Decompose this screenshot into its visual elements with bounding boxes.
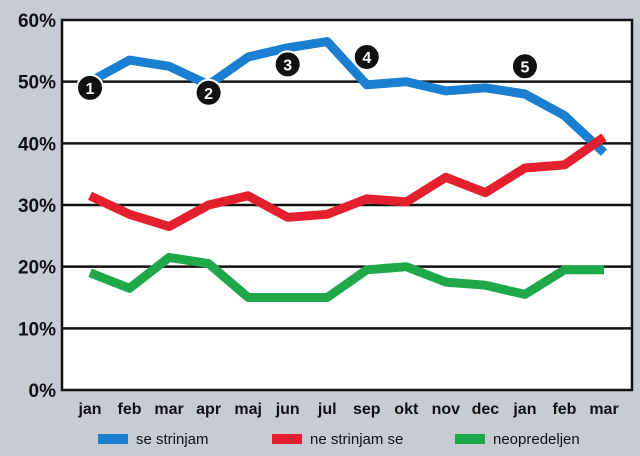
x-tick-label: dec xyxy=(472,401,500,418)
y-tick-label: 10% xyxy=(18,319,56,340)
annotation-label: 3 xyxy=(283,57,292,74)
series-lines xyxy=(87,37,608,302)
annotation-label: 1 xyxy=(86,81,95,98)
annotation-label: 2 xyxy=(204,86,213,103)
annotation-label: 4 xyxy=(362,50,371,67)
annotation-marker xyxy=(352,43,381,71)
legend-swatch xyxy=(98,434,128,444)
x-tick-label: jul xyxy=(317,401,337,418)
legend-label: se strinjam xyxy=(136,431,209,448)
annotation-marker xyxy=(194,78,223,107)
series-line-0 xyxy=(87,37,608,156)
x-tick-label: mar xyxy=(589,401,618,418)
x-tick-label: jan xyxy=(77,401,101,418)
legend-swatch xyxy=(272,434,302,444)
x-tick-label: jan xyxy=(512,401,536,418)
x-tick-label: mar xyxy=(154,401,183,418)
x-tick-label: feb xyxy=(552,401,576,418)
annotation-marker xyxy=(76,73,104,102)
x-tick-label: sep xyxy=(353,401,381,418)
y-tick-label: 40% xyxy=(18,134,56,155)
y-tick-label: 50% xyxy=(18,73,56,94)
x-tick-label: okt xyxy=(394,401,419,418)
annotation-marker xyxy=(273,50,302,79)
legend: se strinjam ne strinjam se neopredeljen xyxy=(98,431,580,448)
series-line-1 xyxy=(88,133,607,232)
x-axis-ticks: jan feb mar apr maj jun jul sep okt nov dec jan feb m… xyxy=(77,401,618,418)
annotation-markers: 1 2 3 4 5 xyxy=(76,43,539,107)
plot-border xyxy=(60,18,634,392)
x-tick-label: apr xyxy=(196,401,221,418)
legend-label: neopredeljen xyxy=(493,431,580,448)
y-tick-label: 0% xyxy=(29,381,57,402)
annotation-label: 5 xyxy=(520,59,529,76)
series-line-2 xyxy=(88,252,604,302)
x-tick-label: nov xyxy=(432,401,461,418)
annotation-marker xyxy=(510,52,539,81)
x-tick-label: jun xyxy=(275,401,300,418)
legend-label: ne strinjam se xyxy=(310,431,403,448)
x-tick-label: feb xyxy=(118,401,142,418)
y-tick-label: 30% xyxy=(18,196,56,217)
legend-swatch xyxy=(455,434,485,444)
y-tick-label: 60% xyxy=(18,11,56,32)
y-axis-ticks: 0% 10% 20% 30% 40% 50% 60% xyxy=(18,11,56,402)
y-tick-label: 20% xyxy=(18,258,56,279)
x-tick-label: maj xyxy=(234,401,262,418)
